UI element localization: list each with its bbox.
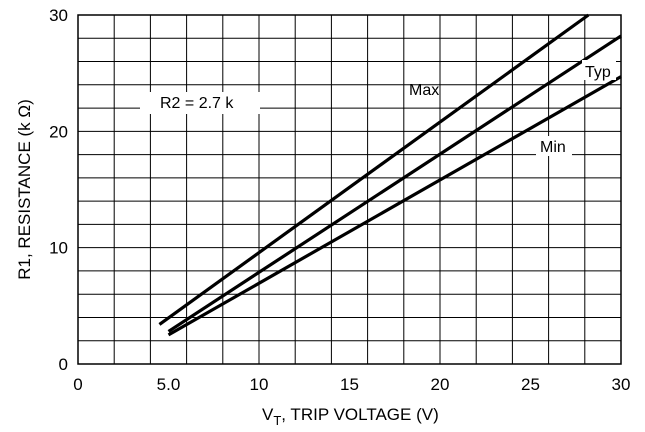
annotation-r2: R2 = 2.7 k (160, 95, 234, 112)
x-tick-label: 5.0 (157, 375, 181, 394)
y-tick-label: 10 (49, 239, 68, 258)
series-label-background (582, 60, 616, 80)
series-label-typ: Typ (585, 64, 611, 81)
x-tick-label: 10 (250, 375, 269, 394)
x-tick-label: 15 (340, 375, 359, 394)
y-axis-title: R1, RESISTANCE (k Ω) (15, 99, 34, 280)
plot-frame (77, 14, 622, 365)
series-line-min (167, 75, 622, 337)
annotation-background (140, 92, 260, 114)
series-line-max (158, 13, 590, 326)
grid (78, 15, 621, 364)
y-tick-label: 0 (59, 355, 68, 374)
series-label-background (536, 136, 572, 156)
x-tick-label: 30 (612, 375, 631, 394)
series-label-max: Max (409, 82, 439, 99)
series-lines (158, 13, 622, 337)
x-axis-title-rest: , TRIP VOLTAGE (V) (281, 405, 438, 424)
x-axis-title-subscript: T (273, 413, 281, 428)
y-tick-label: 20 (49, 122, 68, 141)
tick-labels: 0 5.0 10 15 20 25 30 0 10 20 30 (49, 6, 630, 394)
series-line-typ (167, 34, 622, 333)
y-tick-label: 30 (49, 6, 68, 25)
x-axis-title: VT, TRIP VOLTAGE (V) (262, 405, 439, 428)
series-label-min: Min (540, 139, 566, 156)
x-tick-label: 20 (431, 375, 450, 394)
x-axis-title-main: V (262, 405, 274, 424)
x-tick-label: 25 (521, 375, 540, 394)
x-tick-label: 0 (73, 375, 82, 394)
